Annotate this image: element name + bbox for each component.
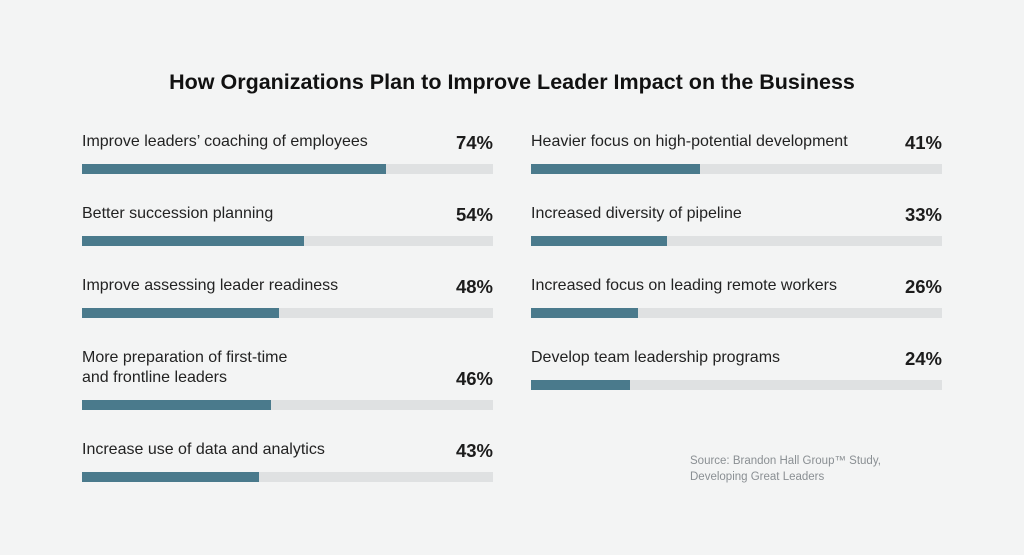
source-note: Source: Brandon Hall Group™ Study, Devel… [690,453,881,485]
bar-label: Heavier focus on high-potential developm… [531,132,848,152]
bar-label: Develop team leadership programs [531,348,780,368]
bar-track [531,380,942,390]
bar-track [82,164,493,174]
bar-label: More preparation of first-time and frontl… [82,348,287,388]
bar-track [82,236,493,246]
bar-label: Better succession planning [82,204,273,224]
bar-label-line: Develop team leadership programs [531,349,781,366]
bar [82,308,280,318]
source-line-1: Source: Brandon Hall Group™ Study, [690,455,881,467]
bar-label: Improve assessing leader readiness [82,276,338,296]
bar-value-label: 54% [455,204,493,225]
bar-value-label: 26% [904,276,942,297]
source-line-2: Developing Great Leaders [690,471,825,483]
bar-label-line: Better succession planning [82,205,274,222]
bar-value-label: 74% [455,132,493,153]
bar [82,400,272,410]
bar-label: Increased focus on leading remote worker… [531,276,837,296]
bar [531,236,667,246]
bar-label-line: and frontline leaders [82,369,227,386]
bar-label-line: More preparation of first-time [82,349,288,366]
bar-label-line: Improve assessing leader readiness [82,277,339,294]
bar-label-line: Increased diversity of pipeline [531,205,742,222]
bar-label-line: Heavier focus on high-potential developm… [531,133,848,150]
bar-track [531,164,942,174]
bar-value-label: 24% [904,348,942,369]
bar-value-label: 33% [904,204,942,225]
bar-label-line: Improve leaders’ coaching of employees [82,133,368,150]
bar-label: Increased diversity of pipeline [531,204,742,224]
bar-label-line: Increase use of data and analytics [82,441,325,458]
bar-value-label: 46% [455,368,493,389]
bar-track [82,400,493,410]
bar [531,164,700,174]
bar-value-label: 41% [904,132,942,153]
bar [82,472,259,482]
bar-track [82,472,493,482]
bar-label: Increase use of data and analytics [82,440,325,460]
bar [82,164,387,174]
bar-value-label: 48% [455,276,493,297]
bar-value-label: 43% [455,440,493,461]
bar-track [531,308,942,318]
bar [82,236,304,246]
bar-label: Improve leaders’ coaching of employees [82,132,368,152]
bar [531,308,638,318]
bar-label-line: Increased focus on leading remote worker… [531,277,837,294]
bar-track [531,236,942,246]
bar-track [82,308,493,318]
chart-title: How Organizations Plan to Improve Leader… [169,70,855,94]
bar [531,380,630,390]
